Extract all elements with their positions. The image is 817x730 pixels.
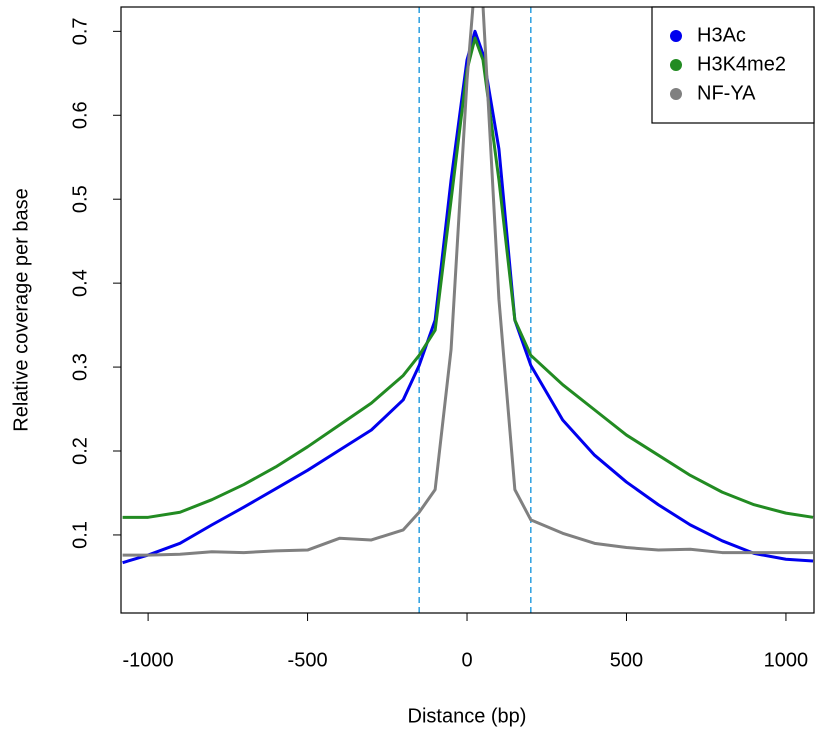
legend-marker <box>670 59 682 71</box>
y-tick-label: 0.1 <box>69 521 91 549</box>
y-tick-label: 0.7 <box>69 17 91 45</box>
y-tick-label: 0.6 <box>69 101 91 129</box>
legend-marker <box>670 30 682 42</box>
x-tick-label: 0 <box>461 649 472 671</box>
y-tick-label: 0.2 <box>69 437 91 465</box>
series-line <box>122 7 814 557</box>
y-tick-label: 0.5 <box>69 185 91 213</box>
legend-label: H3Ac <box>697 24 746 46</box>
plot-area <box>122 7 814 613</box>
series-line <box>122 36 814 519</box>
x-tick-label: -500 <box>288 649 328 671</box>
x-axis-label: Distance (bp) <box>408 705 527 727</box>
legend-label: NF-YA <box>697 82 756 104</box>
y-axis-label: Relative coverage per base <box>10 188 32 431</box>
y-tick-label: 0.3 <box>69 353 91 381</box>
legend-marker <box>670 88 682 100</box>
y-tick-label: 0.4 <box>69 269 91 297</box>
x-tick-label: -1000 <box>123 649 174 671</box>
plot-frame <box>120 6 815 614</box>
x-tick-label: 500 <box>610 649 643 671</box>
x-tick-label: 1000 <box>764 649 809 671</box>
legend-label: H3K4me2 <box>697 53 786 75</box>
